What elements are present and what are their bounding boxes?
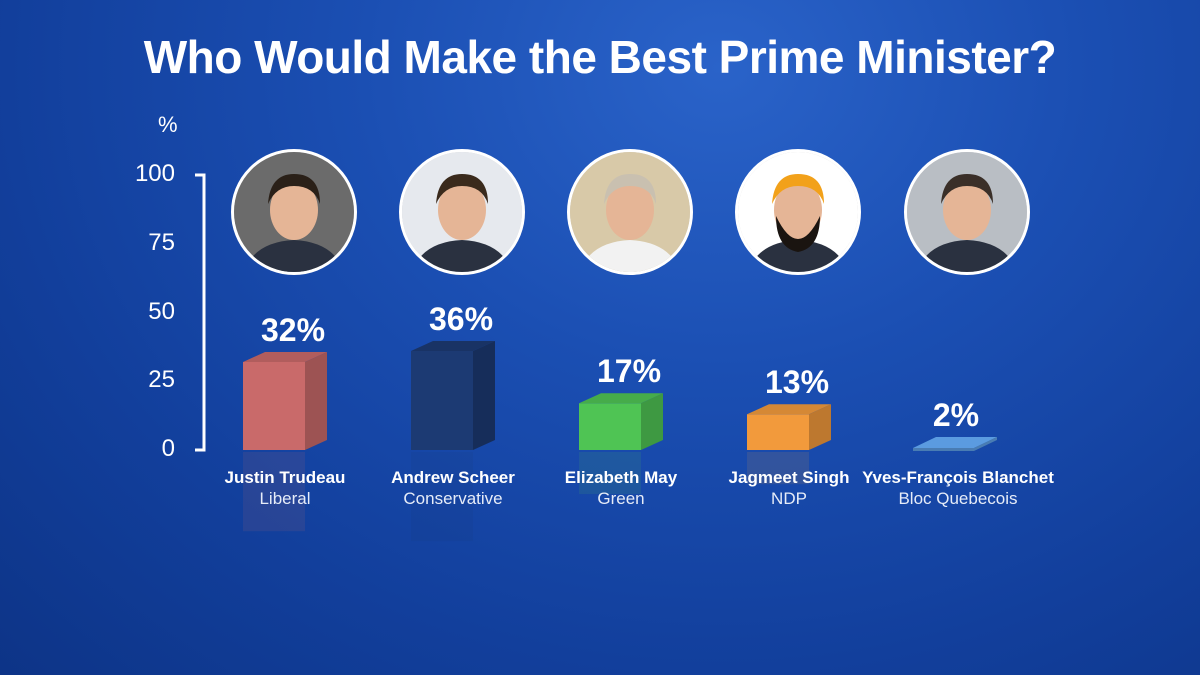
y-axis-line bbox=[195, 173, 206, 452]
bar-2 bbox=[579, 393, 663, 495]
y-axis-unit: % bbox=[158, 112, 178, 137]
data-label: 36% bbox=[428, 301, 494, 337]
party-label: Conservative bbox=[403, 489, 503, 508]
bar-side bbox=[305, 352, 327, 450]
bar-front bbox=[243, 362, 305, 450]
bar-4 bbox=[913, 437, 997, 451]
candidate-photo bbox=[399, 149, 525, 275]
y-tick-label: 50 bbox=[148, 297, 175, 325]
bar-side bbox=[473, 341, 495, 450]
candidate-name: Jagmeet Singh bbox=[728, 468, 850, 487]
bar-top bbox=[411, 341, 495, 351]
bar-reflection bbox=[411, 452, 473, 542]
bar-side bbox=[641, 393, 663, 450]
candidate-name: Yves-François Blanchet bbox=[862, 468, 1054, 487]
bar-top bbox=[913, 437, 997, 448]
bar-top bbox=[243, 352, 327, 362]
data-label: 2% bbox=[932, 397, 980, 433]
data-label: 17% bbox=[596, 353, 662, 390]
y-tick-label: 75 bbox=[148, 228, 175, 256]
party-label: NDP bbox=[771, 489, 807, 508]
bar-reflection bbox=[579, 452, 641, 495]
bar-front bbox=[913, 437, 997, 451]
bar-top bbox=[747, 404, 831, 415]
bar-3 bbox=[747, 404, 831, 485]
bar-side bbox=[809, 404, 831, 450]
bar-front bbox=[411, 351, 473, 450]
party-label: Green bbox=[597, 489, 645, 508]
bar-reflection bbox=[747, 452, 809, 485]
bar-reflection bbox=[243, 452, 305, 532]
candidate-photo bbox=[904, 149, 1030, 275]
chart-title: Who Would Make the Best Prime Minister? bbox=[143, 31, 1057, 83]
candidate-name: Elizabeth May bbox=[564, 468, 678, 487]
bar-0 bbox=[243, 352, 327, 532]
bar-top bbox=[579, 393, 663, 404]
data-label: 32% bbox=[260, 312, 326, 348]
y-tick-label: 100 bbox=[134, 160, 175, 187]
bar-front bbox=[579, 403, 641, 450]
candidate-name: Justin Trudeau bbox=[224, 468, 346, 487]
y-tick-label: 25 bbox=[148, 366, 175, 394]
bar-1 bbox=[411, 341, 495, 542]
candidate-name: Andrew Scheer bbox=[391, 468, 515, 487]
data-label: 13% bbox=[764, 364, 830, 401]
bar-front bbox=[747, 414, 809, 450]
y-tick-label: 0 bbox=[161, 435, 175, 462]
party-label: Bloc Quebecois bbox=[898, 489, 1018, 508]
candidate-photo bbox=[735, 149, 861, 275]
party-label: Liberal bbox=[259, 489, 311, 508]
candidate-photo bbox=[567, 149, 693, 275]
candidate-photo bbox=[231, 149, 357, 275]
